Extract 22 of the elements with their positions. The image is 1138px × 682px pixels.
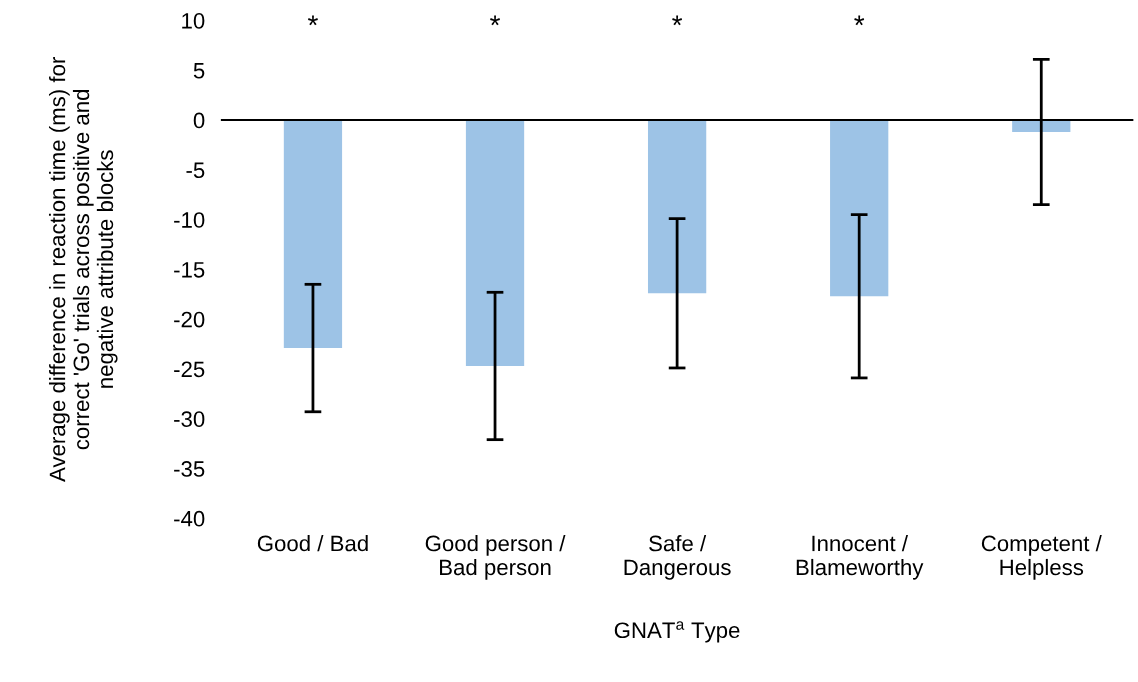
- y-tick-label: -30: [174, 411, 205, 428]
- y-tick-label: -5: [186, 162, 205, 179]
- y-tick-label: 5: [193, 63, 205, 79]
- y-axis-title: Average difference in reaction time (ms) for correct 'Go' trials across positive and negative attribute blocks: [48, 57, 118, 482]
- x-tick-label: Good person / Bad person: [425, 534, 566, 580]
- y-tick-label: -15: [174, 262, 205, 278]
- y-tick-label: -25: [174, 361, 205, 378]
- y-tick-label: 10: [182, 12, 205, 29]
- y-tick-label: 0: [193, 112, 205, 129]
- x-tick-label: Good / Bad: [257, 534, 368, 552]
- annotation: *: [854, 15, 865, 26]
- y-tick-label: -10: [174, 212, 205, 228]
- y-tick-label: -20: [174, 311, 205, 328]
- y-tick-label: -35: [174, 461, 205, 477]
- annotation: *: [672, 15, 683, 26]
- x-axis-title: GNAT$^{a}$ Type: [614, 621, 740, 643]
- x-tick-label: Innocent / Blameworthy: [796, 534, 924, 580]
- x-tick-label: Competent / Helpless: [981, 534, 1102, 580]
- annotation: *: [307, 15, 318, 26]
- y-tick-label: -40: [174, 510, 205, 527]
- annotation: *: [490, 15, 500, 26]
- x-tick-label: Safe / Dangerous: [624, 534, 731, 580]
